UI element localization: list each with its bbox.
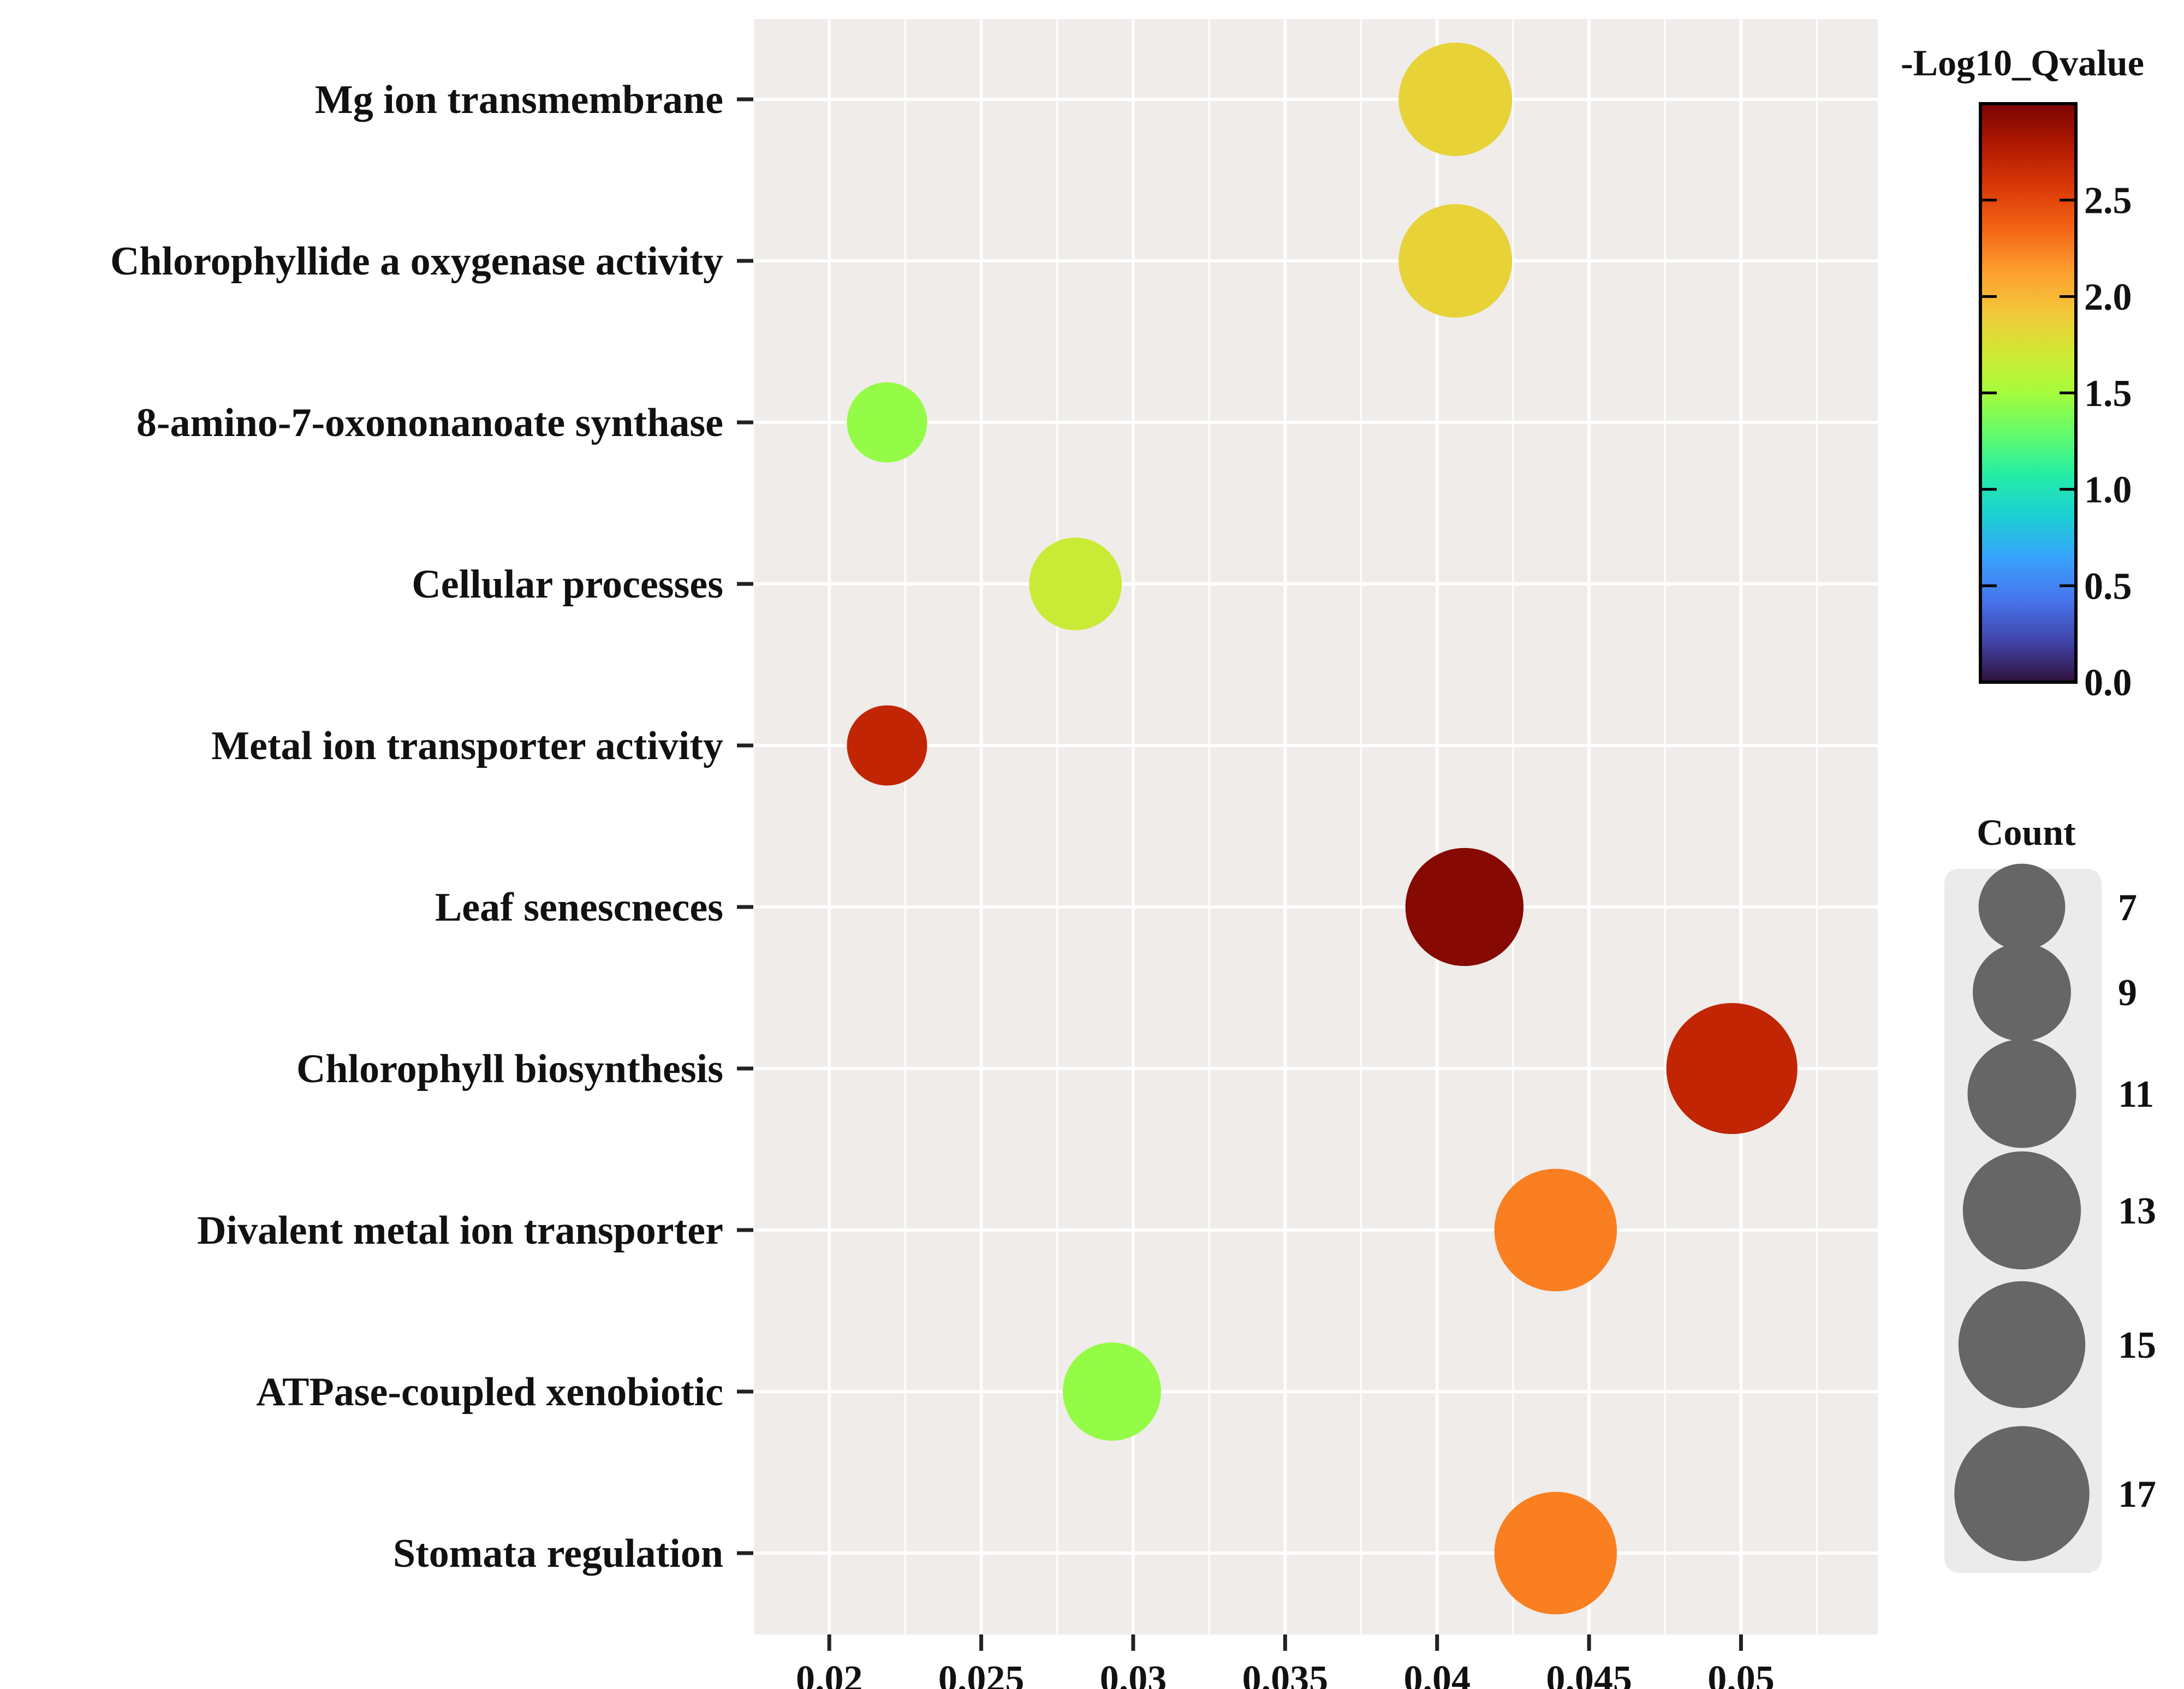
colorbar-tick-label: 0.5 xyxy=(2084,565,2132,607)
colorbar-tick-label: 0.0 xyxy=(2084,662,2132,704)
x-tick-label: 0.05 xyxy=(1707,1658,1775,1689)
size-legend: Count 7 9 11 13 15 17 xyxy=(1944,811,2156,1573)
x-axis: 0.02 0.025 0.03 0.035 0.04 0.045 0.05 xyxy=(796,1634,1775,1689)
grid xyxy=(752,19,1878,1634)
x-tick-label: 0.035 xyxy=(1242,1658,1329,1689)
plot-panel xyxy=(753,19,1878,1634)
size-legend-circle xyxy=(1954,1426,2090,1561)
data-point xyxy=(1062,1342,1161,1441)
category-label: Chlorophyll biosynthesis xyxy=(296,1047,723,1091)
size-legend-circle xyxy=(1958,1281,2086,1409)
category-label: Chlorophyllide a oxygenase activity xyxy=(110,239,723,284)
colorbar-tick-label: 2.0 xyxy=(2084,276,2132,318)
size-legend-label: 15 xyxy=(2118,1324,2156,1366)
size-legend-label: 11 xyxy=(2118,1073,2154,1115)
data-point xyxy=(1405,848,1524,966)
category-label: Divalent metal ion transporter xyxy=(197,1208,723,1253)
data-points xyxy=(847,43,1798,1615)
data-point xyxy=(1494,1168,1617,1292)
data-point xyxy=(1399,204,1513,318)
color-legend-title: -Log10_Qvalue xyxy=(1901,42,2144,83)
size-legend-circle xyxy=(1973,943,2071,1041)
size-legend-label: 17 xyxy=(2118,1473,2156,1515)
data-point xyxy=(847,382,927,463)
x-tick-label: 0.045 xyxy=(1546,1658,1632,1689)
colorbar-tick-label: 1.0 xyxy=(2084,469,2132,511)
size-legend-circle xyxy=(1962,1151,2081,1270)
size-legend-label: 7 xyxy=(2118,887,2137,929)
x-tick-label: 0.02 xyxy=(796,1658,863,1689)
data-point xyxy=(1666,1003,1798,1134)
category-label: Leaf senescneces xyxy=(435,885,723,930)
category-label: ATPase-coupled xenobiotic xyxy=(256,1370,723,1415)
colorbar-tick-label: 2.5 xyxy=(2084,180,2132,222)
category-label: 8-amino-7-oxononanoate synthase xyxy=(136,401,723,445)
size-legend-keys: 7 9 11 13 15 17 xyxy=(1954,863,2156,1561)
data-point xyxy=(1029,538,1122,630)
colorbar-tick-label: 1.5 xyxy=(2084,373,2132,415)
category-label: Mg ion transmembrane xyxy=(315,77,723,122)
y-axis: Mg ion transmembrane Chlorophyllide a oxy… xyxy=(110,77,753,1576)
category-label: Cellular processes xyxy=(412,562,723,607)
size-legend-circle xyxy=(1978,863,2066,951)
size-legend-circle xyxy=(1967,1039,2076,1148)
data-point xyxy=(847,705,927,786)
color-legend: -Log10_Qvalue 0.0 0.5 1.0 1.5 2.0 2.5 xyxy=(1901,42,2144,704)
size-legend-label: 9 xyxy=(2118,972,2137,1014)
size-legend-title: Count xyxy=(1977,811,2076,853)
data-point xyxy=(1399,43,1513,156)
data-point xyxy=(1494,1491,1617,1615)
colorbar-ticks: 0.0 0.5 1.0 1.5 2.0 2.5 xyxy=(1980,180,2132,704)
x-tick-label: 0.025 xyxy=(938,1658,1025,1689)
x-tick-label: 0.04 xyxy=(1403,1658,1471,1689)
category-label: Metal ion transporter activity xyxy=(211,724,723,768)
size-legend-label: 13 xyxy=(2118,1190,2156,1232)
x-tick-label: 0.03 xyxy=(1100,1658,1167,1689)
category-label: Stomata regulation xyxy=(393,1531,723,1576)
